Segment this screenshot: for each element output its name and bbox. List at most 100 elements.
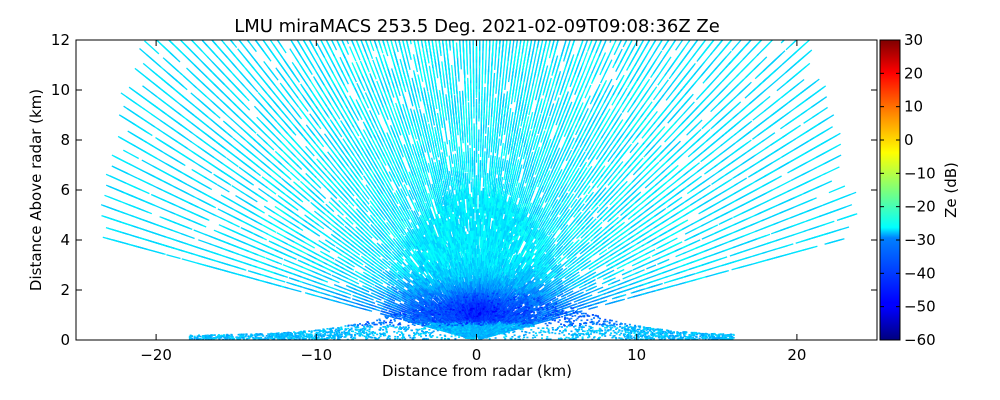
reflectivity-gate (714, 241, 728, 248)
reflectivity-gate (776, 180, 792, 189)
reflectivity-gate (607, 277, 616, 282)
reflectivity-gate (738, 263, 753, 269)
reflectivity-gate (705, 224, 719, 231)
reflectivity-gate (589, 285, 598, 291)
reflectivity-gate (823, 166, 840, 175)
reflectivity-gate (646, 264, 657, 270)
reflectivity-gate (784, 40, 786, 41)
reflectivity-gate (824, 143, 842, 154)
reflectivity-gate (595, 286, 604, 291)
reflectivity-gate (584, 291, 592, 296)
reflectivity-gate (701, 219, 713, 227)
reflectivity-gate (828, 185, 846, 194)
reflectivity-gate (740, 181, 755, 191)
reflectivity-gate (744, 246, 758, 252)
reflectivity-gate (621, 283, 632, 289)
reflectivity-gate (671, 241, 683, 248)
reflectivity-gate (616, 298, 625, 303)
reflectivity-gate (664, 273, 676, 279)
reflectivity-gate (679, 268, 692, 274)
reflectivity-gate (640, 256, 651, 262)
reflectivity-gate (790, 230, 806, 237)
reflectivity-gate (520, 318, 526, 323)
reflectivity-gate (515, 323, 521, 327)
reflectivity-gate (720, 217, 733, 225)
reflectivity-gate (563, 305, 571, 310)
reflectivity-gate (778, 243, 794, 249)
reflectivity-gate (549, 296, 557, 302)
reflectivity-gate (744, 230, 758, 237)
reflectivity-gate (646, 237, 657, 244)
reflectivity-gate (801, 197, 817, 205)
reflectivity-gate (714, 256, 728, 262)
reflectivity-gate (645, 274, 656, 280)
reflectivity-gate (624, 278, 635, 283)
reflectivity-gate (756, 233, 771, 240)
reflectivity-gate (621, 251, 632, 258)
reflectivity-gate (623, 269, 633, 275)
reflectivity-gate (598, 299, 608, 304)
reflectivity-gate (763, 204, 778, 213)
reflectivity-gate (636, 288, 646, 293)
reflectivity-gate (579, 286, 588, 292)
reflectivity-gate (688, 239, 701, 246)
reflectivity-gate (700, 240, 713, 247)
reflectivity-gate (652, 282, 663, 288)
reflectivity-gate (610, 283, 620, 289)
reflectivity-gate (824, 132, 841, 143)
reflectivity-gate (551, 297, 559, 303)
reflectivity-gate (839, 191, 857, 200)
reflectivity-gate (658, 258, 670, 265)
reflectivity-gate (588, 282, 597, 287)
reflectivity-gate (832, 226, 850, 233)
reflectivity-gate (622, 274, 632, 280)
reflectivity-gate (611, 279, 621, 285)
reflectivity-gate (572, 290, 580, 295)
reflectivity-gate (635, 269, 645, 275)
reflectivity-gate (617, 293, 627, 298)
reflectivity-gate (584, 294, 593, 299)
reflectivity-gate (564, 302, 572, 307)
reflectivity-gate (536, 311, 543, 316)
reflectivity-gate (525, 313, 532, 318)
reflectivity-gate (802, 245, 818, 252)
reflectivity-gate (835, 204, 853, 212)
reflectivity-gate (816, 180, 833, 189)
reflectivity-gate (566, 290, 574, 295)
reflectivity-gate (684, 272, 696, 278)
reflectivity-gate (551, 307, 559, 312)
reflectivity-gate (576, 291, 584, 296)
reflectivity-gate (828, 238, 845, 244)
reflectivity-gate (588, 271, 597, 277)
reflectivity-gate (716, 269, 729, 275)
reflectivity-field (100, 40, 858, 340)
reflectivity-gate (590, 305, 598, 310)
reflectivity-gate (536, 309, 543, 314)
reflectivity-gate (556, 292, 564, 298)
reflectivity-gate (570, 302, 578, 307)
reflectivity-gate (583, 301, 592, 306)
reflectivity-gate (767, 175, 782, 184)
reflectivity-gate (615, 268, 625, 275)
reflectivity-gate (773, 40, 774, 41)
reflectivity-gate (610, 287, 620, 293)
reflectivity-gate (649, 257, 660, 264)
reflectivity-gate (825, 154, 842, 164)
reflectivity-gate (782, 40, 786, 42)
reflectivity-gate (645, 248, 656, 255)
reflectivity-gate (587, 279, 596, 284)
reflectivity-gate (676, 219, 689, 227)
reflectivity-gate (531, 317, 538, 321)
reflectivity-gate (773, 218, 788, 226)
reflectivity-gate (537, 315, 544, 319)
reflectivity-gate (535, 306, 542, 311)
reflectivity-gate (840, 213, 858, 220)
reflectivity-gate (666, 237, 678, 244)
reflectivity-gate (666, 284, 677, 289)
reflectivity-gate (559, 296, 567, 301)
reflectivity-gate (801, 166, 818, 176)
reflectivity-gate (818, 220, 835, 228)
reflectivity-gate (554, 299, 561, 304)
